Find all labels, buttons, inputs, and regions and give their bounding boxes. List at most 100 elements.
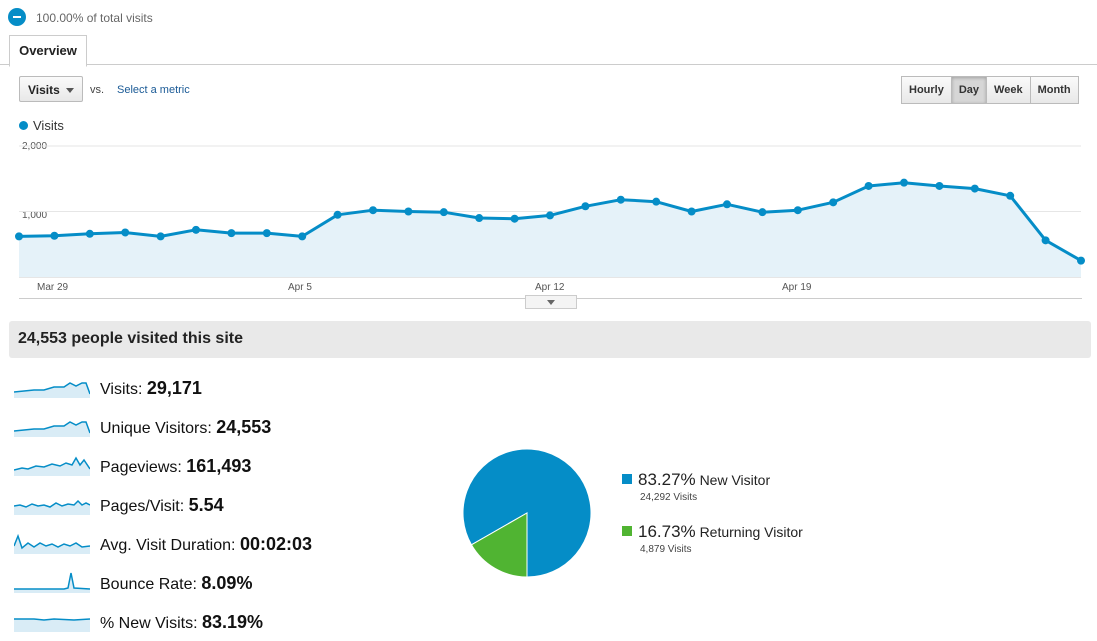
metric-new-visits-value: 83.19% <box>201 612 264 632</box>
visits-point <box>1006 191 1015 200</box>
returning-visitor-visits: 4,879 Visits <box>640 544 692 555</box>
visits-point <box>687 207 696 216</box>
visits-point <box>85 229 94 238</box>
visits-point <box>793 206 802 215</box>
new-visitor-swatch <box>622 474 632 484</box>
visits-point <box>15 232 23 241</box>
metric-pages-per-visit-label: Pages/Visit: <box>100 498 185 515</box>
legend-visits-label: Visits <box>33 118 64 133</box>
visits-point <box>1041 236 1050 245</box>
pie-slice-new-visitor[interactable] <box>462 449 592 578</box>
visits-point <box>616 195 625 204</box>
pageviews-sparkline <box>14 456 90 476</box>
visits-point <box>723 200 731 209</box>
visits-point <box>758 208 767 217</box>
day-button[interactable]: Day <box>950 76 988 104</box>
tab-overview[interactable]: Overview <box>9 35 87 67</box>
returning-visitor-legend-text: 16.73% Returning Visitor <box>638 522 803 542</box>
visitor-type-pie-chart <box>462 449 592 578</box>
new-visitor-label: New Visitor <box>699 472 771 488</box>
select-metric-link[interactable]: Select a metric <box>117 84 190 96</box>
metric-new-visits-label: % New Visits: <box>100 615 198 632</box>
visits-point <box>510 214 519 223</box>
chevron-down-icon <box>66 88 74 93</box>
percent-pie-icon <box>8 8 26 26</box>
visits-point <box>864 181 873 190</box>
metric-unique-visitors-value: 24,553 <box>216 417 272 437</box>
metric-pageviews-label: Pageviews: <box>100 459 182 476</box>
metric-pages-per-visit-value: 5.54 <box>188 495 224 515</box>
visits-point <box>404 207 413 216</box>
x-tick-apr-5: Apr 5 <box>288 282 312 293</box>
x-tick-apr-19: Apr 19 <box>782 282 812 293</box>
metric-pages-per-visit[interactable]: Pages/Visit: 5.54 <box>14 493 414 517</box>
visits-point <box>156 232 165 241</box>
new-visitor-visits: 24,292 Visits <box>640 492 698 503</box>
metric-pageviews-text: Pageviews: 161,493 <box>100 456 251 477</box>
visits-point <box>1077 256 1085 265</box>
visits-point <box>652 197 661 206</box>
summary-bar: 24,553 people visited this site <box>9 321 1091 358</box>
metric-pageviews[interactable]: Pageviews: 161,493 <box>14 454 414 478</box>
metric-unique-visitors[interactable]: Unique Visitors: 24,553 <box>14 415 414 439</box>
month-button[interactable]: Month <box>1029 76 1079 104</box>
metric-pageviews-value: 161,493 <box>186 456 252 476</box>
metric-unique-visitors-text: Unique Visitors: 24,553 <box>100 417 271 438</box>
bounce-rate-sparkline <box>14 572 90 593</box>
vs-label: vs. <box>90 84 105 96</box>
metric-visits[interactable]: Visits: 29,171 <box>14 376 414 400</box>
pages-per-visit-sparkline <box>14 499 90 515</box>
metric-avg-visit-duration-value: 00:02:03 <box>239 534 312 554</box>
x-tick-mar-29: Mar 29 <box>37 282 69 293</box>
returning-visitor-percent: 16.73% <box>638 522 696 541</box>
visits-point <box>50 231 59 240</box>
metric-visits-value: 29,171 <box>146 378 202 398</box>
new-visitor-legend-text: 83.27% New Visitor <box>638 470 770 490</box>
metric-new-visits-text: % New Visits: 83.19% <box>100 612 263 633</box>
visits-point <box>581 202 590 211</box>
metric-visits-label: Visits: <box>100 381 143 398</box>
metric-new-visits[interactable]: % New Visits: 83.19% <box>14 610 414 634</box>
collapse-chart-button[interactable] <box>525 295 577 309</box>
returning-visitor-label: Returning Visitor <box>699 524 803 540</box>
metric-avg-visit-duration[interactable]: Avg. Visit Duration: 00:02:03 <box>14 532 414 556</box>
visits-point <box>439 208 448 217</box>
visits-point <box>935 181 944 190</box>
visits-point <box>262 229 271 238</box>
hourly-button[interactable]: Hourly <box>901 76 952 104</box>
legend-returning-visitor: 16.73% Returning Visitor 4,879 Visits <box>622 522 882 562</box>
legend-visits-dot <box>19 121 28 130</box>
metric-dropdown[interactable]: Visits <box>19 76 83 102</box>
summary-title: 24,553 people visited this site <box>18 330 243 347</box>
metric-avg-visit-duration-text: Avg. Visit Duration: 00:02:03 <box>100 534 312 555</box>
visits-point <box>298 232 307 241</box>
returning-visitor-swatch <box>622 526 632 536</box>
visits-point <box>829 198 838 207</box>
visits-point <box>121 228 130 237</box>
visits-point <box>475 214 484 223</box>
visits-point <box>369 206 377 215</box>
y-tick-1000: 1,000 <box>22 210 48 221</box>
x-tick-apr-12: Apr 12 <box>535 282 565 293</box>
metric-visits-text: Visits: 29,171 <box>100 378 202 399</box>
visits-point <box>192 225 200 234</box>
visits-point <box>970 184 979 193</box>
metric-bounce-rate-value: 8.09% <box>201 573 253 593</box>
avg-visit-duration-sparkline <box>14 533 90 554</box>
tab-bar-line <box>0 64 1097 65</box>
pie-slice-returning-visitor[interactable] <box>470 512 528 578</box>
visits-point <box>333 210 342 219</box>
visits-point <box>900 178 908 187</box>
metric-bounce-rate[interactable]: Bounce Rate: 8.09% <box>14 571 414 595</box>
visits-sparkline <box>14 382 90 398</box>
metric-bounce-rate-text: Bounce Rate: 8.09% <box>100 573 252 594</box>
metric-dropdown-label: Visits <box>28 83 60 97</box>
metric-bounce-rate-label: Bounce Rate: <box>100 576 197 593</box>
visits-point <box>546 211 554 220</box>
granularity-toggle: Hourly Day Week Month <box>901 76 1079 104</box>
metric-pages-per-visit-text: Pages/Visit: 5.54 <box>100 495 224 516</box>
new-visits-sparkline <box>14 618 90 632</box>
week-button[interactable]: Week <box>986 76 1031 104</box>
visits-area <box>19 182 1081 277</box>
unique-visitors-sparkline <box>14 421 90 437</box>
